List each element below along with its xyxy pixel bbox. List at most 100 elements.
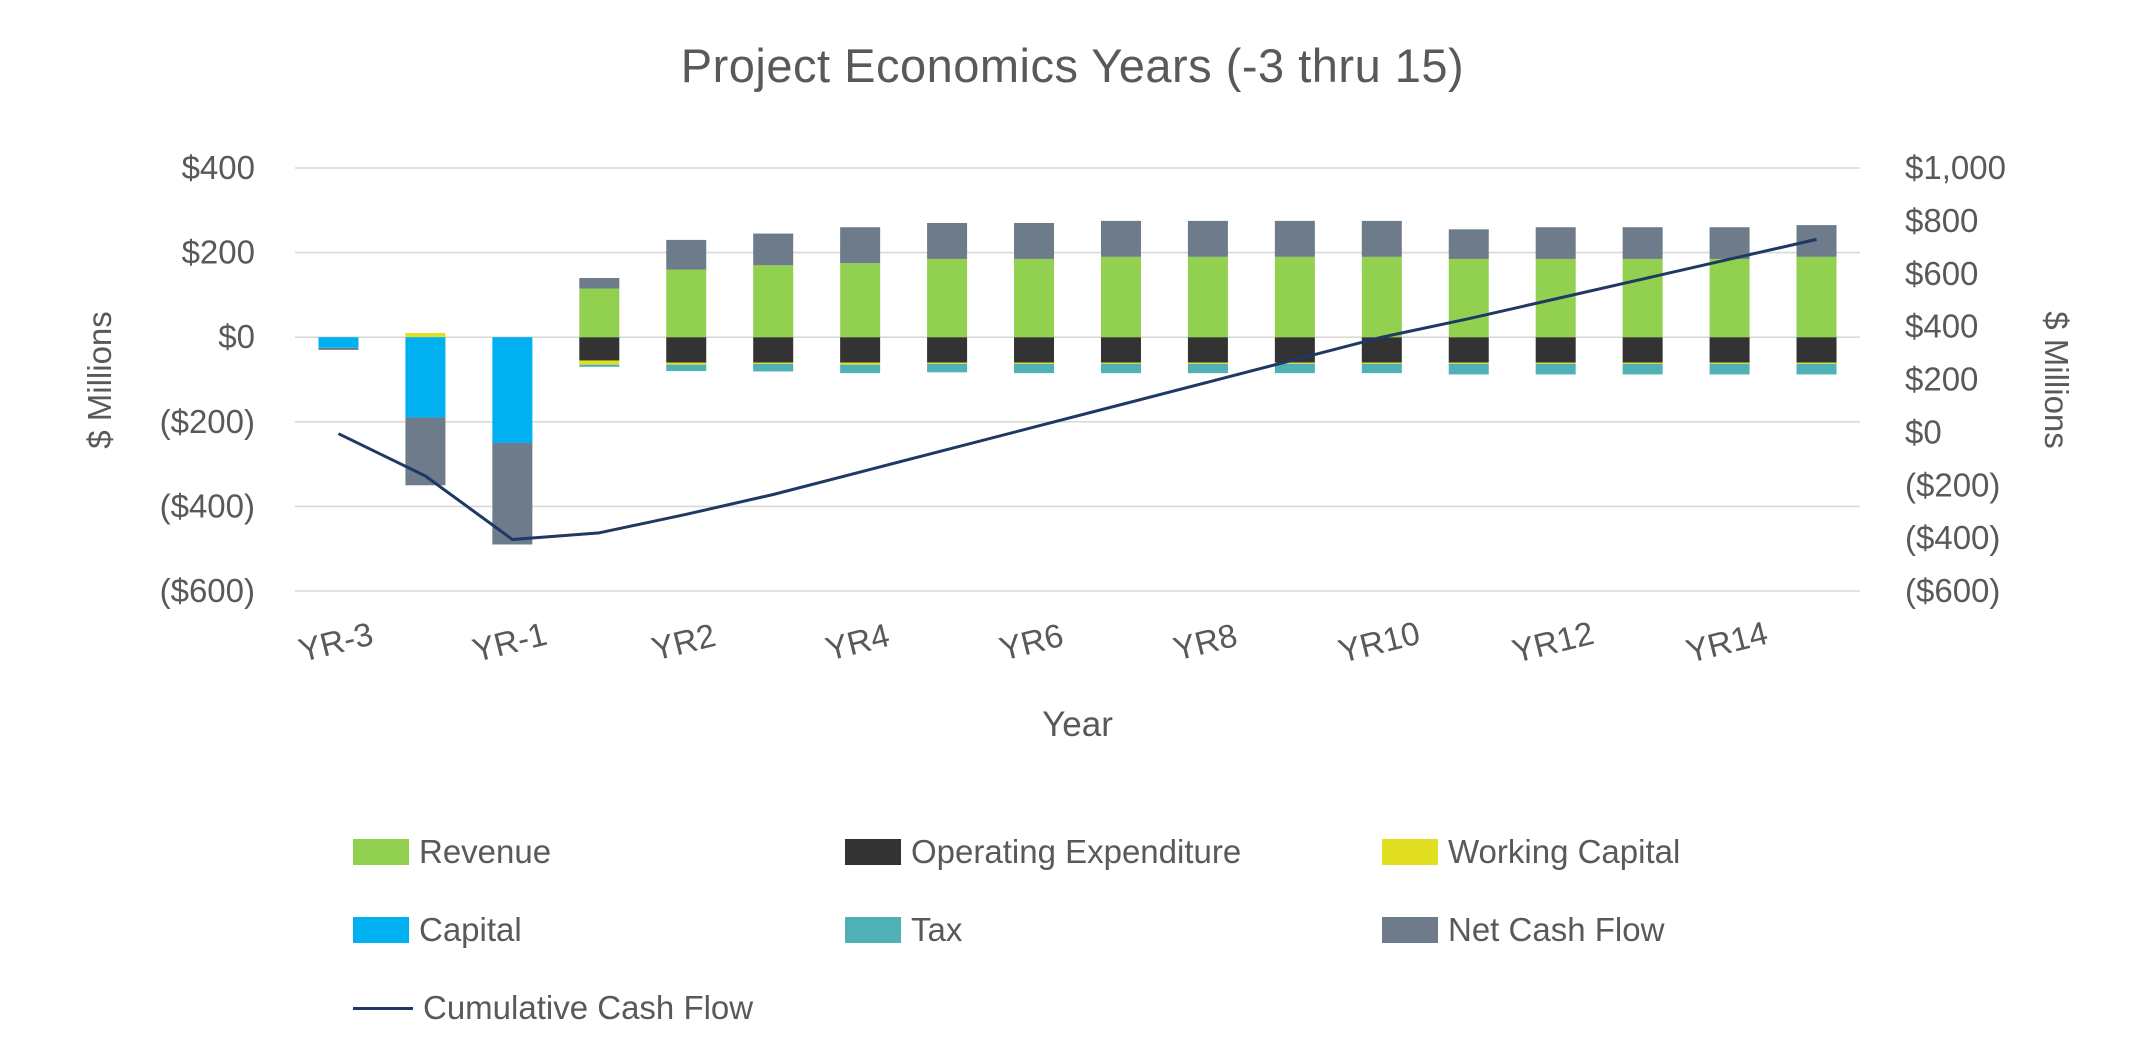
bar-segment-revenue: [1622, 258, 1663, 338]
right-axis-tick-label: ($600): [1905, 572, 2000, 609]
bar-segment-working-capital: [1796, 362, 1837, 364]
bar-segment-operating-expenditure: [1187, 337, 1228, 363]
x-axis-tick-label: YR4: [822, 616, 893, 667]
bar-segment-revenue: [840, 263, 881, 338]
bar-segment-net-cash-flow: [318, 347, 359, 350]
bar-segment-revenue: [1796, 256, 1837, 338]
legend-label: Operating Expenditure: [911, 833, 1242, 870]
bar-segment-operating-expenditure: [753, 337, 794, 363]
left-axis-tick-label: $400: [182, 149, 255, 186]
legend-item-revenue: Revenue: [353, 833, 551, 871]
bar-segment-net-cash-flow: [927, 222, 968, 259]
left-axis-tick-label: ($400): [160, 487, 255, 524]
left-axis-tick-label: ($600): [160, 572, 255, 609]
legend-label: Tax: [911, 911, 963, 948]
bar-segment-net-cash-flow: [666, 239, 707, 270]
bar-segment-operating-expenditure: [579, 337, 620, 361]
bar-segment-tax: [1709, 363, 1750, 375]
bar-segment-operating-expenditure: [1622, 337, 1663, 363]
bar-segment-tax: [1448, 363, 1489, 375]
legend-item-tax: Tax: [845, 911, 962, 949]
bar-segment-tax: [666, 364, 707, 372]
bar-segment-revenue: [1709, 258, 1750, 338]
x-axis-tick-label: YR-3: [295, 615, 377, 669]
x-axis-tick-label: YR8: [1170, 616, 1241, 667]
bar-segment-working-capital: [840, 362, 881, 365]
bar-segment-operating-expenditure: [1709, 337, 1750, 363]
bar-segment-operating-expenditure: [1448, 337, 1489, 363]
bar-segment-revenue: [579, 288, 620, 338]
cumulative-cash-flow-line: [337, 237, 1817, 541]
bar-segment-operating-expenditure: [927, 337, 968, 363]
bar-segment-capital: [405, 337, 446, 418]
bar-segment-working-capital: [579, 360, 620, 365]
bar-segment-net-cash-flow: [1796, 225, 1837, 257]
legend-item-operating-expenditure: Operating Expenditure: [845, 833, 1241, 871]
bar-segment-net-cash-flow: [1622, 227, 1663, 259]
x-axis-tick-label: YR6: [996, 616, 1067, 667]
x-axis-tick-label: YR-1: [469, 615, 551, 669]
bar-segment-operating-expenditure: [1535, 337, 1576, 363]
legend-item-net-cash-flow: Net Cash Flow: [1382, 911, 1664, 949]
bar-segment-tax: [1100, 363, 1141, 374]
bar-segment-net-cash-flow: [1448, 229, 1489, 259]
legend-label: Working Capital: [1448, 833, 1681, 870]
bar-segment-tax: [927, 363, 968, 373]
right-axis-tick-label: $600: [1905, 255, 1978, 292]
left-axis-tick-label: $200: [182, 234, 255, 271]
bar-segment-working-capital: [1187, 362, 1228, 364]
bar-segment-working-capital: [1448, 362, 1489, 364]
legend-label: Revenue: [419, 833, 552, 870]
bar-segment-tax: [1361, 363, 1402, 374]
bar-segment-net-cash-flow: [1535, 227, 1576, 259]
x-axis-tick-label: YR10: [1334, 614, 1423, 670]
bar-segment-working-capital: [927, 362, 968, 364]
legend-swatch-icon: [1382, 839, 1438, 865]
x-axis-tick-label: YR12: [1508, 614, 1597, 670]
bar-segment-revenue: [1361, 256, 1402, 338]
legend-label: Cumulative Cash Flow: [423, 989, 754, 1026]
bar-segment-net-cash-flow: [1187, 220, 1228, 257]
left-axis-tick-label: ($200): [160, 403, 255, 440]
legend-line-icon: [353, 1006, 413, 1010]
bar-segment-working-capital: [753, 362, 794, 364]
right-axis-tick-label: $200: [1905, 361, 1978, 398]
legend-swatch-icon: [845, 917, 901, 943]
bar-segment-working-capital: [1100, 362, 1141, 364]
legend-swatch-icon: [353, 839, 409, 865]
bar-segment-revenue: [1014, 258, 1055, 338]
right-axis-tick-label: $400: [1905, 308, 1978, 345]
bar-segment-operating-expenditure: [840, 337, 881, 363]
left-axis-tick-label: $0: [218, 318, 255, 355]
bar-segment-revenue: [927, 258, 968, 338]
legend-item-cumulative-cash-flow: Cumulative Cash Flow: [353, 989, 753, 1027]
bar-segment-tax: [840, 364, 881, 374]
bar-segment-revenue: [1100, 256, 1141, 338]
bar-segment-net-cash-flow: [579, 277, 620, 289]
bar-segment-net-cash-flow: [1014, 222, 1055, 259]
x-axis-title: Year: [1042, 705, 1113, 744]
bar-segment-working-capital: [666, 362, 707, 365]
bar-segment-revenue: [1187, 256, 1228, 338]
bar-segment-tax: [1535, 363, 1576, 375]
bar-segment-net-cash-flow: [1361, 220, 1402, 257]
bar-segment-tax: [1796, 363, 1837, 375]
right-axis-tick-label: $1,000: [1905, 149, 2006, 186]
bar-segment-working-capital: [405, 332, 446, 338]
legend-label: Capital: [419, 911, 522, 948]
bar-segment-operating-expenditure: [1796, 337, 1837, 363]
bar-segment-working-capital: [1709, 362, 1750, 364]
legend-swatch-icon: [845, 839, 901, 865]
bar-segment-working-capital: [1361, 362, 1402, 364]
legend-swatch-icon: [353, 917, 409, 943]
bar-segment-tax: [579, 364, 620, 367]
legend-label: Net Cash Flow: [1448, 911, 1665, 948]
legend-item-capital: Capital: [353, 911, 522, 949]
chart-title: Project Economics Years (-3 thru 15): [680, 39, 1465, 92]
legend-swatch-icon: [1382, 917, 1438, 943]
bar-segment-tax: [1014, 363, 1055, 374]
legend-item-working-capital: Working Capital: [1382, 833, 1680, 871]
right-axis-tick-label: $0: [1905, 413, 1942, 450]
bar-segment-operating-expenditure: [666, 337, 707, 363]
